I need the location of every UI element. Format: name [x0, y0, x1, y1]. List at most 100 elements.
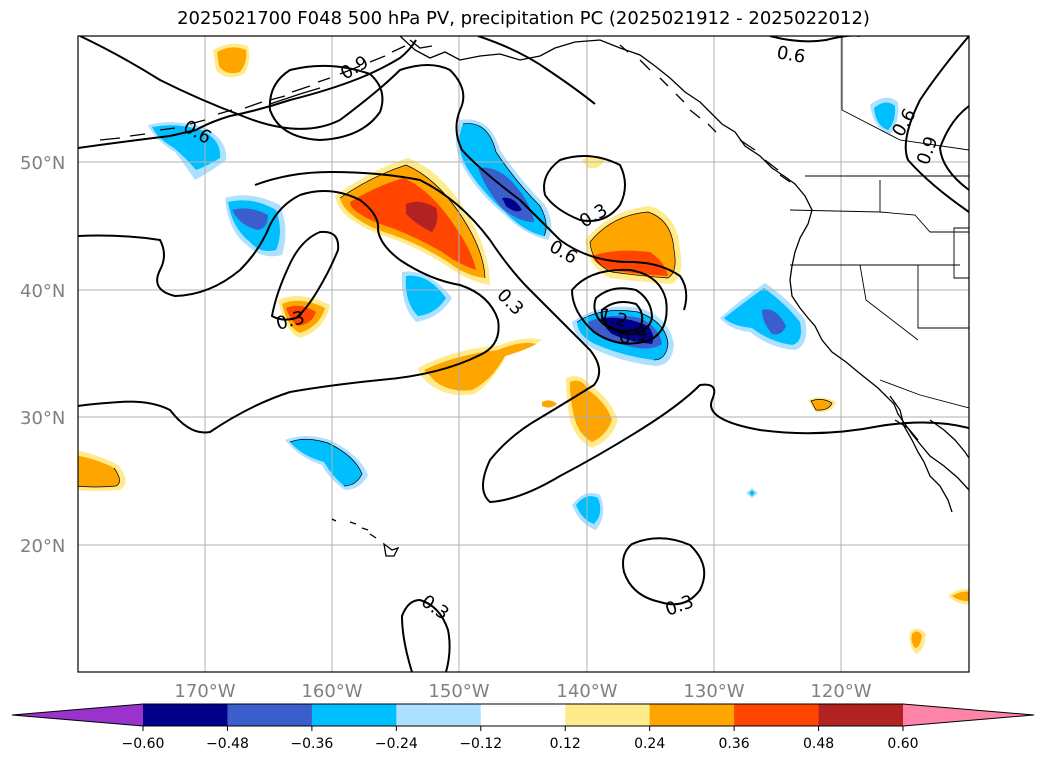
precip-outline — [78, 467, 120, 488]
precip-positive-area — [811, 399, 832, 411]
pv-contour-0.6-arc — [79, 36, 688, 311]
lat-label: 50°N — [20, 153, 65, 174]
precip-outline — [339, 164, 486, 279]
lon-label: 130°W — [683, 681, 744, 702]
precip-negative-area — [502, 197, 522, 212]
precip-outline — [810, 399, 833, 411]
pv-contour-0.3-small-loop — [270, 230, 340, 321]
pv-contour-0.6-upper-right — [769, 36, 860, 43]
pv-contour-0.6-northwest — [78, 39, 417, 149]
coastlines — [99, 36, 969, 557]
precip-positive-area — [911, 631, 922, 648]
precip-positive-area — [286, 305, 316, 326]
precip-positive-area — [78, 455, 120, 487]
precip-positive-area — [406, 201, 438, 232]
precip-positive-area — [424, 342, 536, 391]
pv-contour-0.6-ring — [570, 268, 668, 345]
hawaii-islands — [331, 518, 400, 557]
colorbar-tick-label: −0.24 — [375, 736, 418, 752]
map-title: 2025021700 F048 500 hPa PV, precipitatio… — [177, 8, 870, 29]
colorbar-segment — [143, 704, 228, 726]
precip-negative-area — [749, 490, 755, 496]
longitude-labels: 170°W 160°W 150°W 140°W 130°W 120°W — [174, 681, 871, 702]
state-border — [879, 211, 969, 233]
contour-label: 0.3 — [417, 591, 453, 625]
colorbar-segment — [311, 704, 397, 726]
colorbar-tick-label: 0.60 — [887, 736, 918, 752]
canada-province-border — [841, 36, 969, 151]
pv-contour-0.3-south-loop — [622, 537, 706, 606]
lon-label: 150°W — [428, 681, 489, 702]
contour-label: 0.9 — [913, 134, 943, 168]
lat-label: 40°N — [20, 281, 65, 302]
contour-label: 0.3 — [663, 591, 697, 621]
precip-positive-area — [952, 591, 969, 602]
mexico-coast — [929, 419, 969, 459]
pv-contour-0.6-right-edge — [904, 36, 969, 213]
precip-positive-area — [542, 400, 557, 408]
pv-contour-0.9-ring — [593, 287, 654, 336]
bc-islands — [619, 44, 791, 183]
precip-outline-layer — [78, 123, 833, 488]
colorbar-segment — [480, 704, 566, 726]
lat-label: 20°N — [20, 536, 65, 557]
us-mexico-border — [879, 379, 969, 409]
pv-contours — [78, 36, 969, 672]
colorbar-tick-label: 0.48 — [803, 736, 834, 752]
pv-contour-0.3-central — [78, 190, 500, 434]
colorbar: −0.60 −0.48 −0.36 −0.24 −0.12 0.12 0.24 0.36 0.4… — [11, 703, 1035, 752]
pv-contour-upper-arc — [477, 36, 596, 105]
contour-label: 0.6 — [775, 42, 807, 68]
precip-negative-area — [405, 275, 446, 316]
state-border — [917, 265, 969, 329]
colorbar-tick-label: 0.36 — [719, 736, 750, 752]
baja-california — [889, 395, 953, 513]
pv-contour-0.3-north-loop — [543, 155, 626, 222]
colorbar-extend-max — [903, 704, 1034, 726]
colorbar-tick-label: −0.12 — [459, 736, 502, 752]
state-border — [789, 180, 881, 213]
precip-fill-layer — [78, 43, 969, 654]
precip-negative-area — [290, 439, 362, 486]
colorbar-tick-label: −0.36 — [290, 736, 333, 752]
contour-label: 0.9 — [617, 323, 649, 349]
colorbar-tick-label: 0.12 — [550, 736, 581, 752]
contour-label: 0.6 — [546, 236, 581, 269]
colorbar-segment — [734, 704, 820, 726]
pv-contour-1.2-ring — [600, 301, 644, 332]
north-america-coast — [399, 36, 969, 491]
pv-contour-0.9-right-edge — [938, 105, 969, 191]
lon-label: 120°W — [810, 681, 871, 702]
latitude-labels: 50°N 40°N 30°N 20°N — [20, 153, 65, 557]
colorbar-tick-label: 0.24 — [634, 736, 665, 752]
precip-positive-area — [217, 47, 247, 74]
colorbar-segment — [227, 704, 313, 726]
colorbar-segment — [396, 704, 482, 726]
colorbar-segment — [565, 704, 651, 726]
pv-contour-0.9-loop — [268, 64, 384, 142]
lon-label: 170°W — [174, 681, 235, 702]
precip-outline — [462, 123, 547, 237]
state-border — [953, 227, 969, 279]
contour-label: 0.9 — [337, 52, 372, 85]
aleutian-islands — [99, 45, 406, 141]
colorbar-segment — [649, 704, 735, 726]
colorbar-extend-min — [12, 704, 143, 726]
lon-label: 140°W — [556, 681, 617, 702]
precip-positive-area — [570, 380, 612, 442]
pv-contour-0.3-bottom — [400, 598, 451, 672]
precip-outline — [289, 438, 363, 487]
political-borders — [789, 36, 969, 409]
lat-label: 30°N — [20, 408, 65, 429]
precip-negative-area — [576, 496, 601, 524]
colorbar-segment — [818, 704, 904, 726]
precip-negative-area — [762, 309, 786, 335]
map-frame — [77, 35, 970, 673]
pv-contour-0.3-main — [254, 170, 969, 504]
colorbar-tick-label: −0.60 — [122, 736, 165, 752]
graticule — [78, 36, 969, 672]
map-plot-area: 0.6 0.9 0.6 0.6 0.9 0.3 0.6 0.3 0.3 1.2 … — [78, 36, 969, 672]
lon-label: 160°W — [301, 681, 362, 702]
precip-negative-area — [232, 208, 268, 230]
